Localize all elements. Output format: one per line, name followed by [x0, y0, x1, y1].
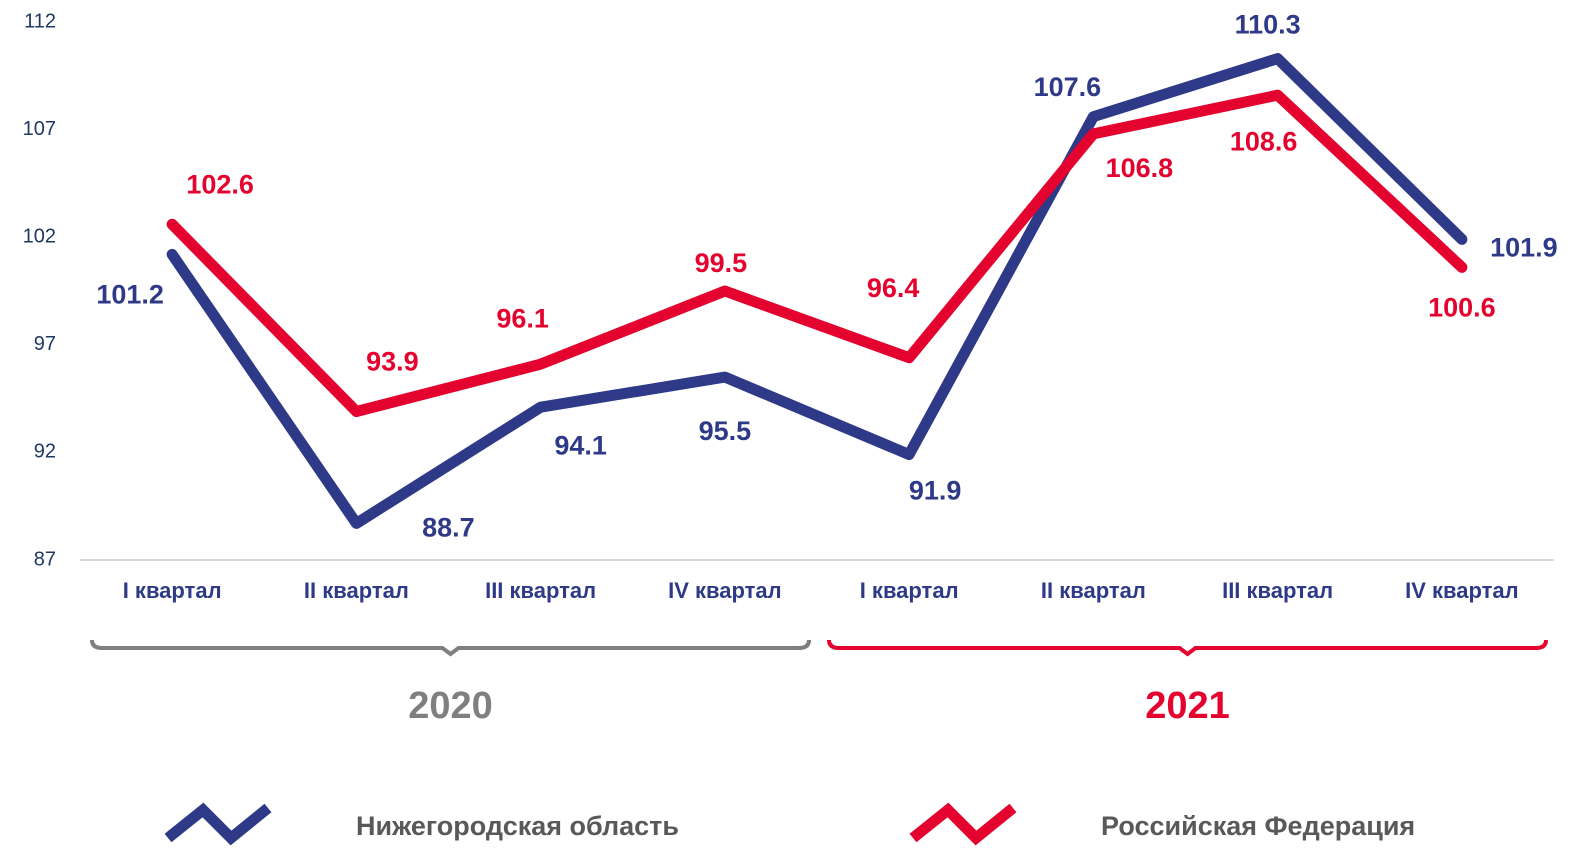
- x-tick-label: III квартал: [1222, 578, 1333, 603]
- x-tick-label: I квартал: [860, 578, 959, 603]
- y-tick-label: 97: [34, 333, 56, 355]
- data-label: 94.1: [554, 430, 607, 460]
- data-label: 96.1: [496, 303, 549, 333]
- data-label: 96.4: [867, 273, 920, 303]
- x-tick-label: I квартал: [123, 578, 222, 603]
- data-label: 101.2: [96, 280, 164, 310]
- x-tick-label: IV квартал: [668, 578, 782, 603]
- x-tick-label: II квартал: [1041, 578, 1146, 603]
- y-tick-label: 107: [23, 118, 56, 140]
- data-label: 99.5: [695, 248, 748, 278]
- legend-label: Нижегородская область: [356, 811, 679, 841]
- x-tick-label: II квартал: [304, 578, 409, 603]
- data-label: 102.6: [186, 169, 254, 199]
- series-line: [166, 89, 1468, 418]
- y-tick-label: 87: [34, 548, 56, 570]
- legend-label: Российская Федерация: [1101, 811, 1415, 841]
- x-tick-label: III квартал: [485, 578, 596, 603]
- data-label: 101.9: [1490, 232, 1558, 262]
- group-brace: [90, 639, 811, 657]
- group-brace: [827, 639, 1548, 657]
- data-label: 93.9: [366, 347, 419, 377]
- group-label: 2021: [1145, 685, 1230, 727]
- data-label: 107.6: [1034, 72, 1102, 102]
- y-tick-label: 92: [34, 441, 56, 463]
- legend-icon: [909, 802, 1017, 846]
- group-label: 2020: [408, 685, 493, 727]
- data-label: 106.8: [1106, 153, 1174, 183]
- data-label: 91.9: [909, 476, 962, 506]
- x-tick-label: IV квартал: [1405, 578, 1519, 603]
- data-label: 88.7: [422, 513, 475, 543]
- data-label: 100.6: [1428, 292, 1496, 322]
- data-label: 110.3: [1235, 10, 1301, 40]
- legend-icon: [164, 802, 272, 846]
- series-line: [166, 53, 1468, 529]
- data-label: 108.6: [1230, 126, 1298, 156]
- y-tick-label: 112: [24, 10, 56, 32]
- data-label: 95.5: [699, 416, 752, 446]
- y-tick-label: 102: [23, 225, 56, 247]
